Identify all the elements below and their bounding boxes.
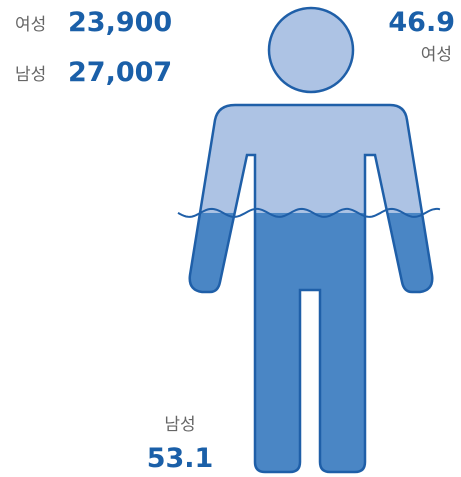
- water-fill: [189, 212, 433, 472]
- water-line: [177, 207, 441, 218]
- share-label: 남성: [164, 415, 195, 435]
- count-label: 남성: [15, 65, 46, 85]
- share-label: 여성: [421, 45, 452, 65]
- figure: [177, 6, 441, 474]
- head: [267, 6, 355, 94]
- count-value: 23,900: [68, 7, 172, 38]
- count-value: 27,007: [68, 57, 172, 88]
- count-label: 여성: [15, 15, 46, 35]
- share-value: 53.1: [147, 443, 214, 474]
- share-value: 46.9: [388, 7, 455, 38]
- body-outline: [188, 103, 434, 474]
